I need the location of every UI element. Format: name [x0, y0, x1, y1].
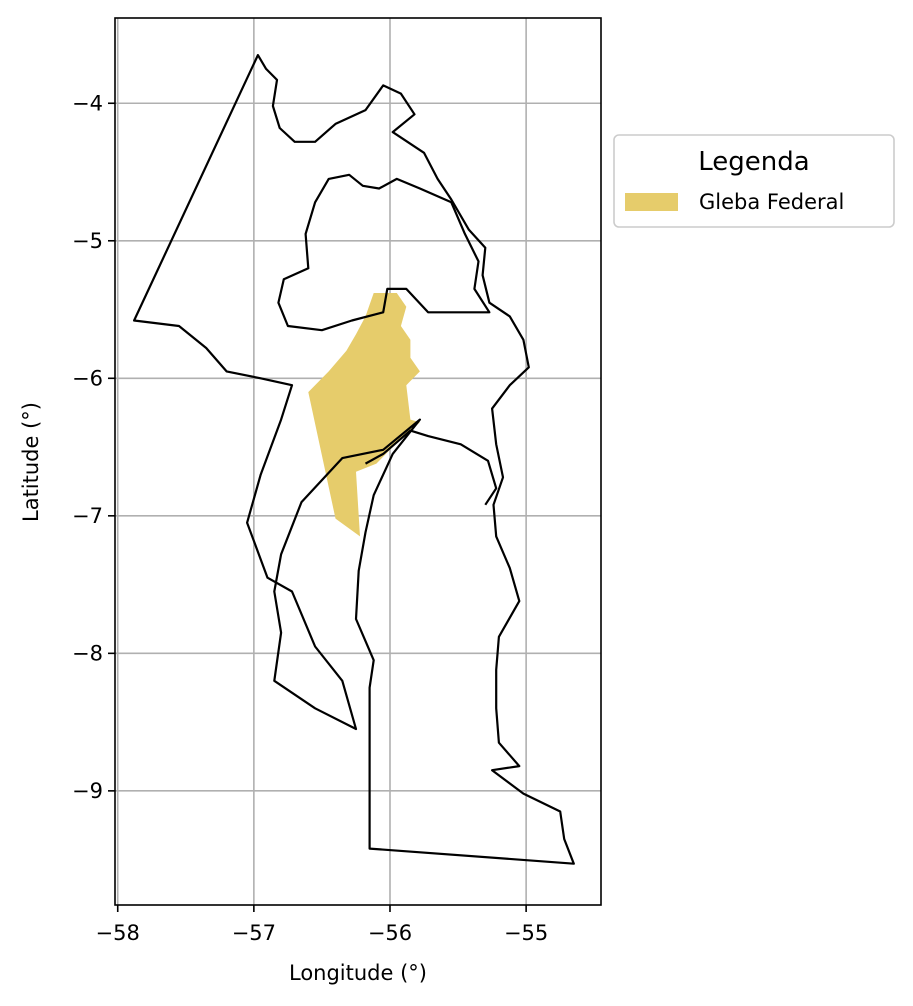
x-tick-label-1: −57 — [232, 921, 276, 945]
x-tick-label-2: −56 — [368, 921, 412, 945]
municipal-boundary-0 — [133, 54, 575, 865]
municipal-boundary-1 — [277, 173, 491, 332]
y-tick-label-0: −4 — [72, 91, 103, 115]
y-tick-label-4: −8 — [72, 641, 103, 665]
plot-frame — [114, 17, 602, 906]
legend-box — [613, 134, 895, 228]
municipal-boundary-2 — [364, 429, 498, 506]
legend-label-gleba-federal: Gleba Federal — [699, 190, 844, 214]
x-tick-label-3: −55 — [504, 921, 548, 945]
gleba-federal-area — [308, 293, 420, 537]
y-tick-label-5: −9 — [72, 779, 103, 803]
y-tick-label-2: −6 — [72, 366, 103, 390]
legend-swatch-gleba-federal — [625, 193, 678, 211]
legend: Legenda Gleba Federal — [613, 134, 895, 228]
y-tick-label-1: −5 — [72, 229, 103, 253]
y-axis-label: Latitude (°) — [19, 402, 43, 522]
axis-ticks: −58 −57 −56 −55 −4 −5 −6 −7 −8 −9 — [72, 91, 548, 945]
x-axis-label: Longitude (°) — [289, 961, 427, 985]
gleba-federal-polygon-0 — [308, 293, 420, 537]
y-tick-label-3: −7 — [72, 504, 103, 528]
legend-title: Legenda — [698, 147, 809, 177]
municipal-boundaries — [133, 54, 575, 865]
x-tick-label-0: −58 — [96, 921, 140, 945]
